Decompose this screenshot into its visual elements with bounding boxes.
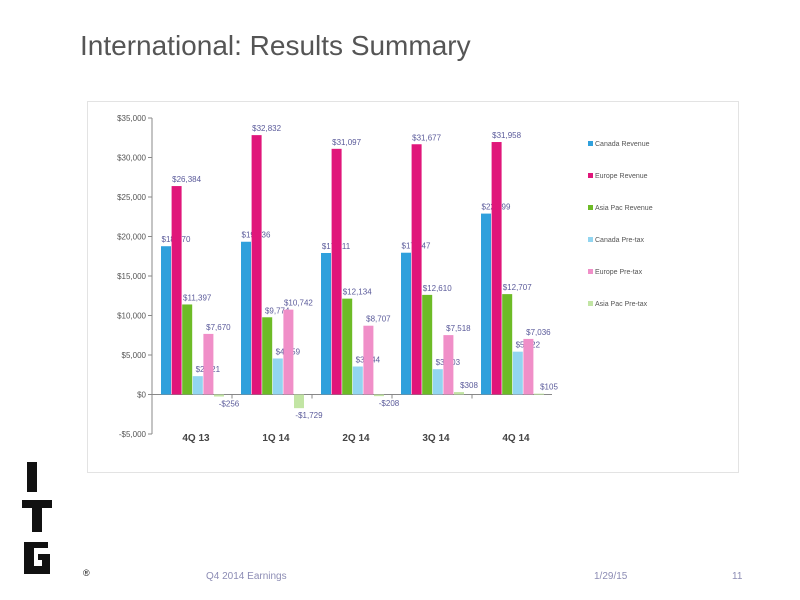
- bar: [481, 213, 491, 395]
- y-tick-label: $10,000: [117, 312, 146, 321]
- category-label: 4Q 14: [502, 433, 530, 444]
- data-label: $7,518: [446, 324, 471, 333]
- bar: [502, 294, 513, 395]
- bar: [363, 325, 374, 395]
- legend-swatch: [588, 269, 593, 274]
- data-label: -$1,729: [295, 411, 323, 420]
- category-label: 2Q 14: [342, 433, 370, 444]
- data-label: $105: [540, 383, 558, 392]
- legend-label: Asia Pac Pre-tax: [595, 301, 648, 308]
- y-tick-label: $0: [137, 391, 146, 400]
- bar: [512, 351, 523, 395]
- y-tick-label: $35,000: [117, 114, 146, 123]
- bar: [342, 298, 353, 395]
- y-tick-label: $5,000: [122, 351, 147, 360]
- data-label: $9,774: [265, 306, 290, 315]
- data-label: $308: [460, 381, 478, 390]
- data-label: $26,384: [172, 175, 201, 184]
- data-label: $12,610: [423, 284, 452, 293]
- slide-title: International: Results Summary: [80, 30, 471, 61]
- legend-label: Canada Revenue: [595, 141, 650, 148]
- legend-label: Asia Pac Revenue: [595, 205, 653, 212]
- bar: [401, 252, 411, 395]
- category-label: 1Q 14: [262, 433, 290, 444]
- legend-label: Europe Revenue: [595, 173, 648, 180]
- bar: [262, 317, 273, 395]
- bar: [534, 393, 544, 395]
- bar: [454, 392, 464, 395]
- bar: [321, 253, 331, 395]
- data-label: $12,707: [503, 283, 532, 292]
- data-label: $31,958: [492, 131, 521, 140]
- svg-text:®: ®: [83, 568, 90, 578]
- y-tick-label: $20,000: [117, 233, 146, 242]
- footer-page-number: 11: [732, 571, 743, 582]
- legend-swatch: [588, 301, 593, 306]
- legend-swatch: [588, 173, 593, 178]
- itg-logo: ®: [22, 462, 90, 578]
- bar: [411, 144, 422, 395]
- legend-swatch: [588, 237, 593, 242]
- y-tick-label: $25,000: [117, 193, 146, 202]
- bar: [203, 333, 214, 395]
- bar: [251, 135, 262, 395]
- data-label: $31,677: [412, 133, 441, 142]
- data-label: $8,707: [366, 315, 391, 324]
- footer-date: 1/29/15: [594, 571, 628, 582]
- data-label: $31,097: [332, 138, 361, 147]
- legend-swatch: [588, 205, 593, 210]
- y-tick-label: $15,000: [117, 272, 146, 281]
- data-label: $11,397: [183, 293, 212, 302]
- bar: [214, 394, 224, 397]
- category-label: 3Q 14: [422, 433, 450, 444]
- bar: [283, 309, 294, 395]
- data-label: $32,832: [252, 124, 281, 133]
- category-label: 4Q 13: [182, 433, 210, 444]
- bar: [523, 338, 534, 395]
- bar: [241, 241, 251, 395]
- data-label: -$208: [379, 399, 400, 408]
- bar: [443, 335, 454, 395]
- legend-label: Canada Pre-tax: [595, 237, 645, 244]
- legend-swatch: [588, 141, 593, 146]
- bar: [491, 142, 502, 395]
- y-tick-label: $30,000: [117, 154, 146, 163]
- bar: [182, 304, 193, 395]
- bar: [171, 186, 182, 395]
- bar: [294, 394, 304, 409]
- bar: [192, 376, 203, 395]
- data-label: -$256: [219, 400, 240, 409]
- footer-label: Q4 2014 Earnings: [206, 571, 287, 582]
- bar: [374, 394, 384, 397]
- data-label: $7,670: [206, 323, 231, 332]
- chart-frame: [87, 101, 739, 473]
- bar: [272, 358, 283, 395]
- bar: [352, 366, 363, 395]
- bar: [331, 148, 342, 395]
- data-label: $10,742: [284, 299, 313, 308]
- bar: [161, 246, 171, 395]
- y-tick-label: -$5,000: [119, 430, 147, 439]
- data-label: $12,134: [343, 288, 372, 297]
- bar: [422, 294, 433, 395]
- legend-label: Europe Pre-tax: [595, 269, 643, 276]
- data-label: $7,036: [526, 328, 551, 337]
- bar: [432, 369, 443, 395]
